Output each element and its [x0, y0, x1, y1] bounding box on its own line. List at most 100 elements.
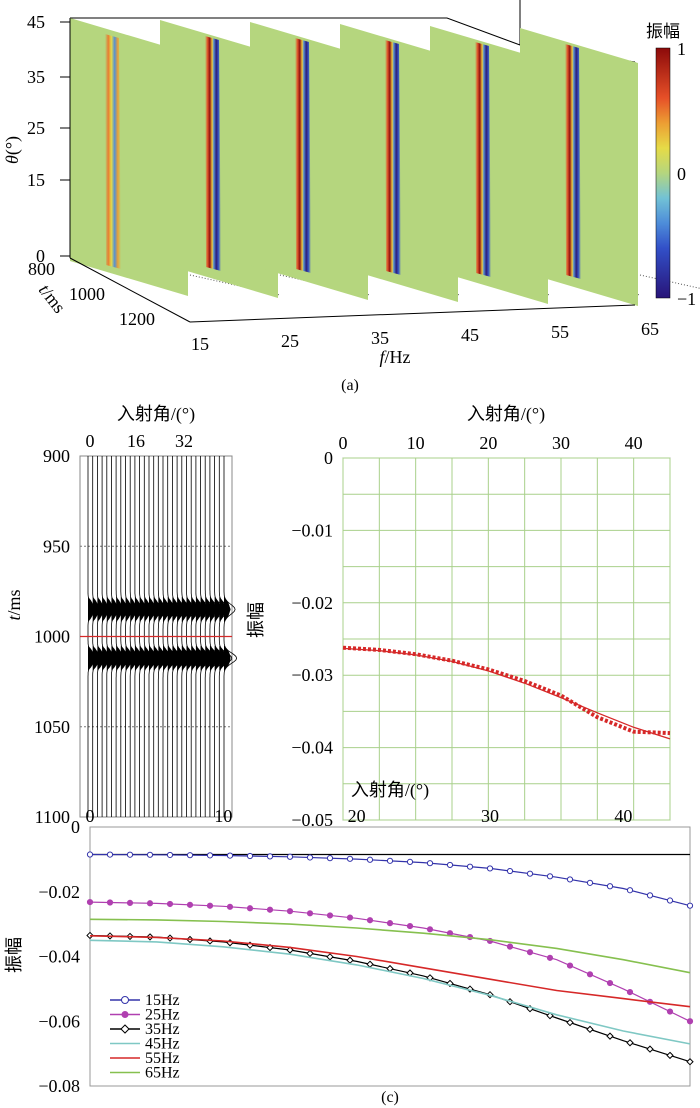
panel-a: 15 25 35 45 55 65 f/Hz 800 1000 1200 t/ms 45 35 25 15 0… [2, 0, 700, 394]
c-marker-25Hz [186, 901, 194, 908]
c-legend-label-15Hz: 15Hz [145, 992, 180, 1009]
c-legend-label-25Hz: 25Hz [145, 1007, 180, 1024]
trace-peak [148, 596, 155, 623]
c-marker-25Hz [566, 962, 574, 969]
b-right-xtick-40: 40 [625, 433, 643, 453]
c-xtick-40: 40 [614, 806, 632, 826]
c-marker-35Hz [686, 1058, 694, 1066]
a-ytick-800: 800 [28, 259, 55, 279]
c-marker-35Hz [666, 1051, 674, 1060]
trace-peak [181, 596, 188, 623]
c-marker-15Hz [166, 851, 174, 859]
b-left-ylabel-unit: /ms [4, 589, 24, 615]
c-marker-15Hz [226, 852, 234, 859]
trace-peak [97, 596, 104, 623]
c-xtick-30: 30 [481, 806, 499, 826]
c-marker-15Hz [246, 852, 254, 860]
c-legend-label-35Hz: 35Hz [145, 1021, 180, 1038]
c-marker-15Hz [586, 879, 594, 886]
c-marker-35Hz [606, 1032, 614, 1040]
c-top-label: 入射角/(°) [351, 780, 429, 801]
b-right-ytick-2: −0.02 [291, 593, 333, 613]
a-xtick-45: 45 [461, 325, 479, 345]
c-legend-marker [121, 1011, 129, 1018]
c-marker-25Hz [126, 899, 134, 906]
c-marker-25Hz [246, 905, 254, 912]
b-left-ytick-1100: 1100 [35, 807, 70, 827]
c-marker-15Hz [406, 858, 414, 866]
a-zlabel: θ(°) [2, 136, 23, 164]
a-ztick-15: 15 [27, 170, 45, 190]
c-marker-15Hz [446, 861, 454, 869]
c-legend-marker [120, 1024, 130, 1034]
c-marker-15Hz [346, 855, 354, 862]
c-marker-25Hz [146, 900, 154, 907]
a-ztick-0: 0 [36, 246, 45, 266]
b-right-ytick-5: −0.05 [291, 810, 333, 830]
c-xtick-0: 0 [86, 806, 95, 826]
trace-peak [172, 596, 179, 623]
trace-peak [106, 596, 113, 623]
colorbar-tick-0: 1 [677, 39, 686, 59]
c-legend-label-55Hz: 55Hz [145, 1050, 180, 1067]
b-right-xtick-0: 0 [339, 433, 348, 453]
c-marker-15Hz [626, 887, 634, 894]
b-right-series-1 [342, 645, 671, 736]
trace-peak [120, 596, 127, 623]
colorbar [655, 47, 671, 299]
b-left-ytick-900: 900 [43, 446, 70, 466]
trace-peak [200, 596, 207, 623]
c-marker-15Hz [466, 863, 474, 870]
trace-peak [111, 596, 118, 623]
a-zlabel-var: θ [2, 155, 22, 164]
trace-peak [92, 596, 99, 623]
c-marker-15Hz [206, 852, 214, 859]
b-right-xtick-10: 10 [407, 433, 425, 453]
b-left-xtick-32: 32 [175, 431, 193, 451]
colorbar-tick-2: −1 [677, 289, 696, 309]
slice-45hz-stripe [385, 40, 401, 275]
c-marker-35Hz [286, 946, 294, 954]
a-xlabel-var: f [379, 347, 387, 367]
b-left-ylabel: t/ms [4, 589, 24, 620]
c-ytick-1: −0.02 [38, 882, 80, 902]
c-marker-15Hz [606, 883, 614, 890]
c-marker-15Hz [526, 870, 534, 877]
a-xtick-35: 35 [371, 328, 389, 348]
c-subtitle: (c) [381, 1089, 399, 1106]
c-marker-15Hz [506, 867, 514, 875]
b-right-ytick-4: −0.04 [291, 738, 333, 758]
c-marker-35Hz [306, 949, 314, 958]
b-left-xtick-16: 16 [127, 431, 145, 451]
a-ytick-1200: 1200 [119, 309, 155, 329]
c-marker-35Hz [646, 1045, 654, 1053]
c-ytick-3: −0.06 [38, 1011, 80, 1031]
a-ztick-25: 25 [27, 118, 45, 138]
c-series-65Hz [89, 918, 691, 974]
slice-65hz-stripe [565, 44, 581, 279]
a-ztick-35: 35 [27, 67, 45, 87]
trace-peak [125, 596, 132, 623]
a-xtick-55: 55 [551, 322, 569, 342]
c-marker-15Hz [126, 851, 134, 858]
trace-peak [224, 596, 230, 623]
c-marker-25Hz [546, 954, 554, 961]
a-xlabel: f/Hz [379, 347, 410, 367]
b-right-ylabel: 振幅 [246, 602, 266, 638]
c-marker-15Hz [666, 897, 674, 904]
c-marker-25Hz [666, 1008, 674, 1015]
c-legend-label-45Hz: 45Hz [145, 1036, 180, 1053]
c-marker-25Hz [386, 920, 394, 927]
c-marker-25Hz [626, 989, 634, 996]
b-right-top-label: 入射角/(°) [467, 404, 545, 425]
trace-peak [139, 596, 146, 623]
c-legend-marker [121, 996, 129, 1004]
trace-peak [224, 645, 231, 671]
c-marker-25Hz [306, 910, 314, 917]
c-marker-15Hz [366, 856, 374, 863]
panel-b-right: 0 10 20 30 40 0 −0.01 −0.02 −0.03 −0.04 −0.05 入射角/(… [246, 404, 671, 844]
b-right-xtick-20: 20 [479, 433, 497, 453]
c-xtick-20: 20 [348, 806, 366, 826]
c-marker-15Hz [86, 851, 94, 858]
